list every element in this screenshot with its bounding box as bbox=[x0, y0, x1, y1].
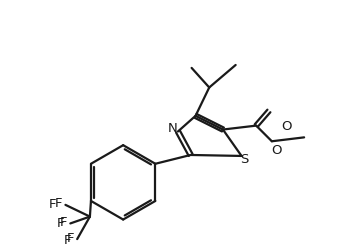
Text: F: F bbox=[64, 234, 71, 247]
Text: F: F bbox=[55, 197, 62, 210]
Text: O: O bbox=[281, 120, 292, 133]
Text: F: F bbox=[66, 232, 74, 245]
Text: N: N bbox=[168, 122, 178, 135]
Text: F: F bbox=[60, 216, 67, 229]
Text: S: S bbox=[240, 153, 248, 166]
Text: F: F bbox=[49, 198, 56, 211]
Text: F: F bbox=[57, 217, 64, 230]
Text: O: O bbox=[272, 144, 282, 157]
